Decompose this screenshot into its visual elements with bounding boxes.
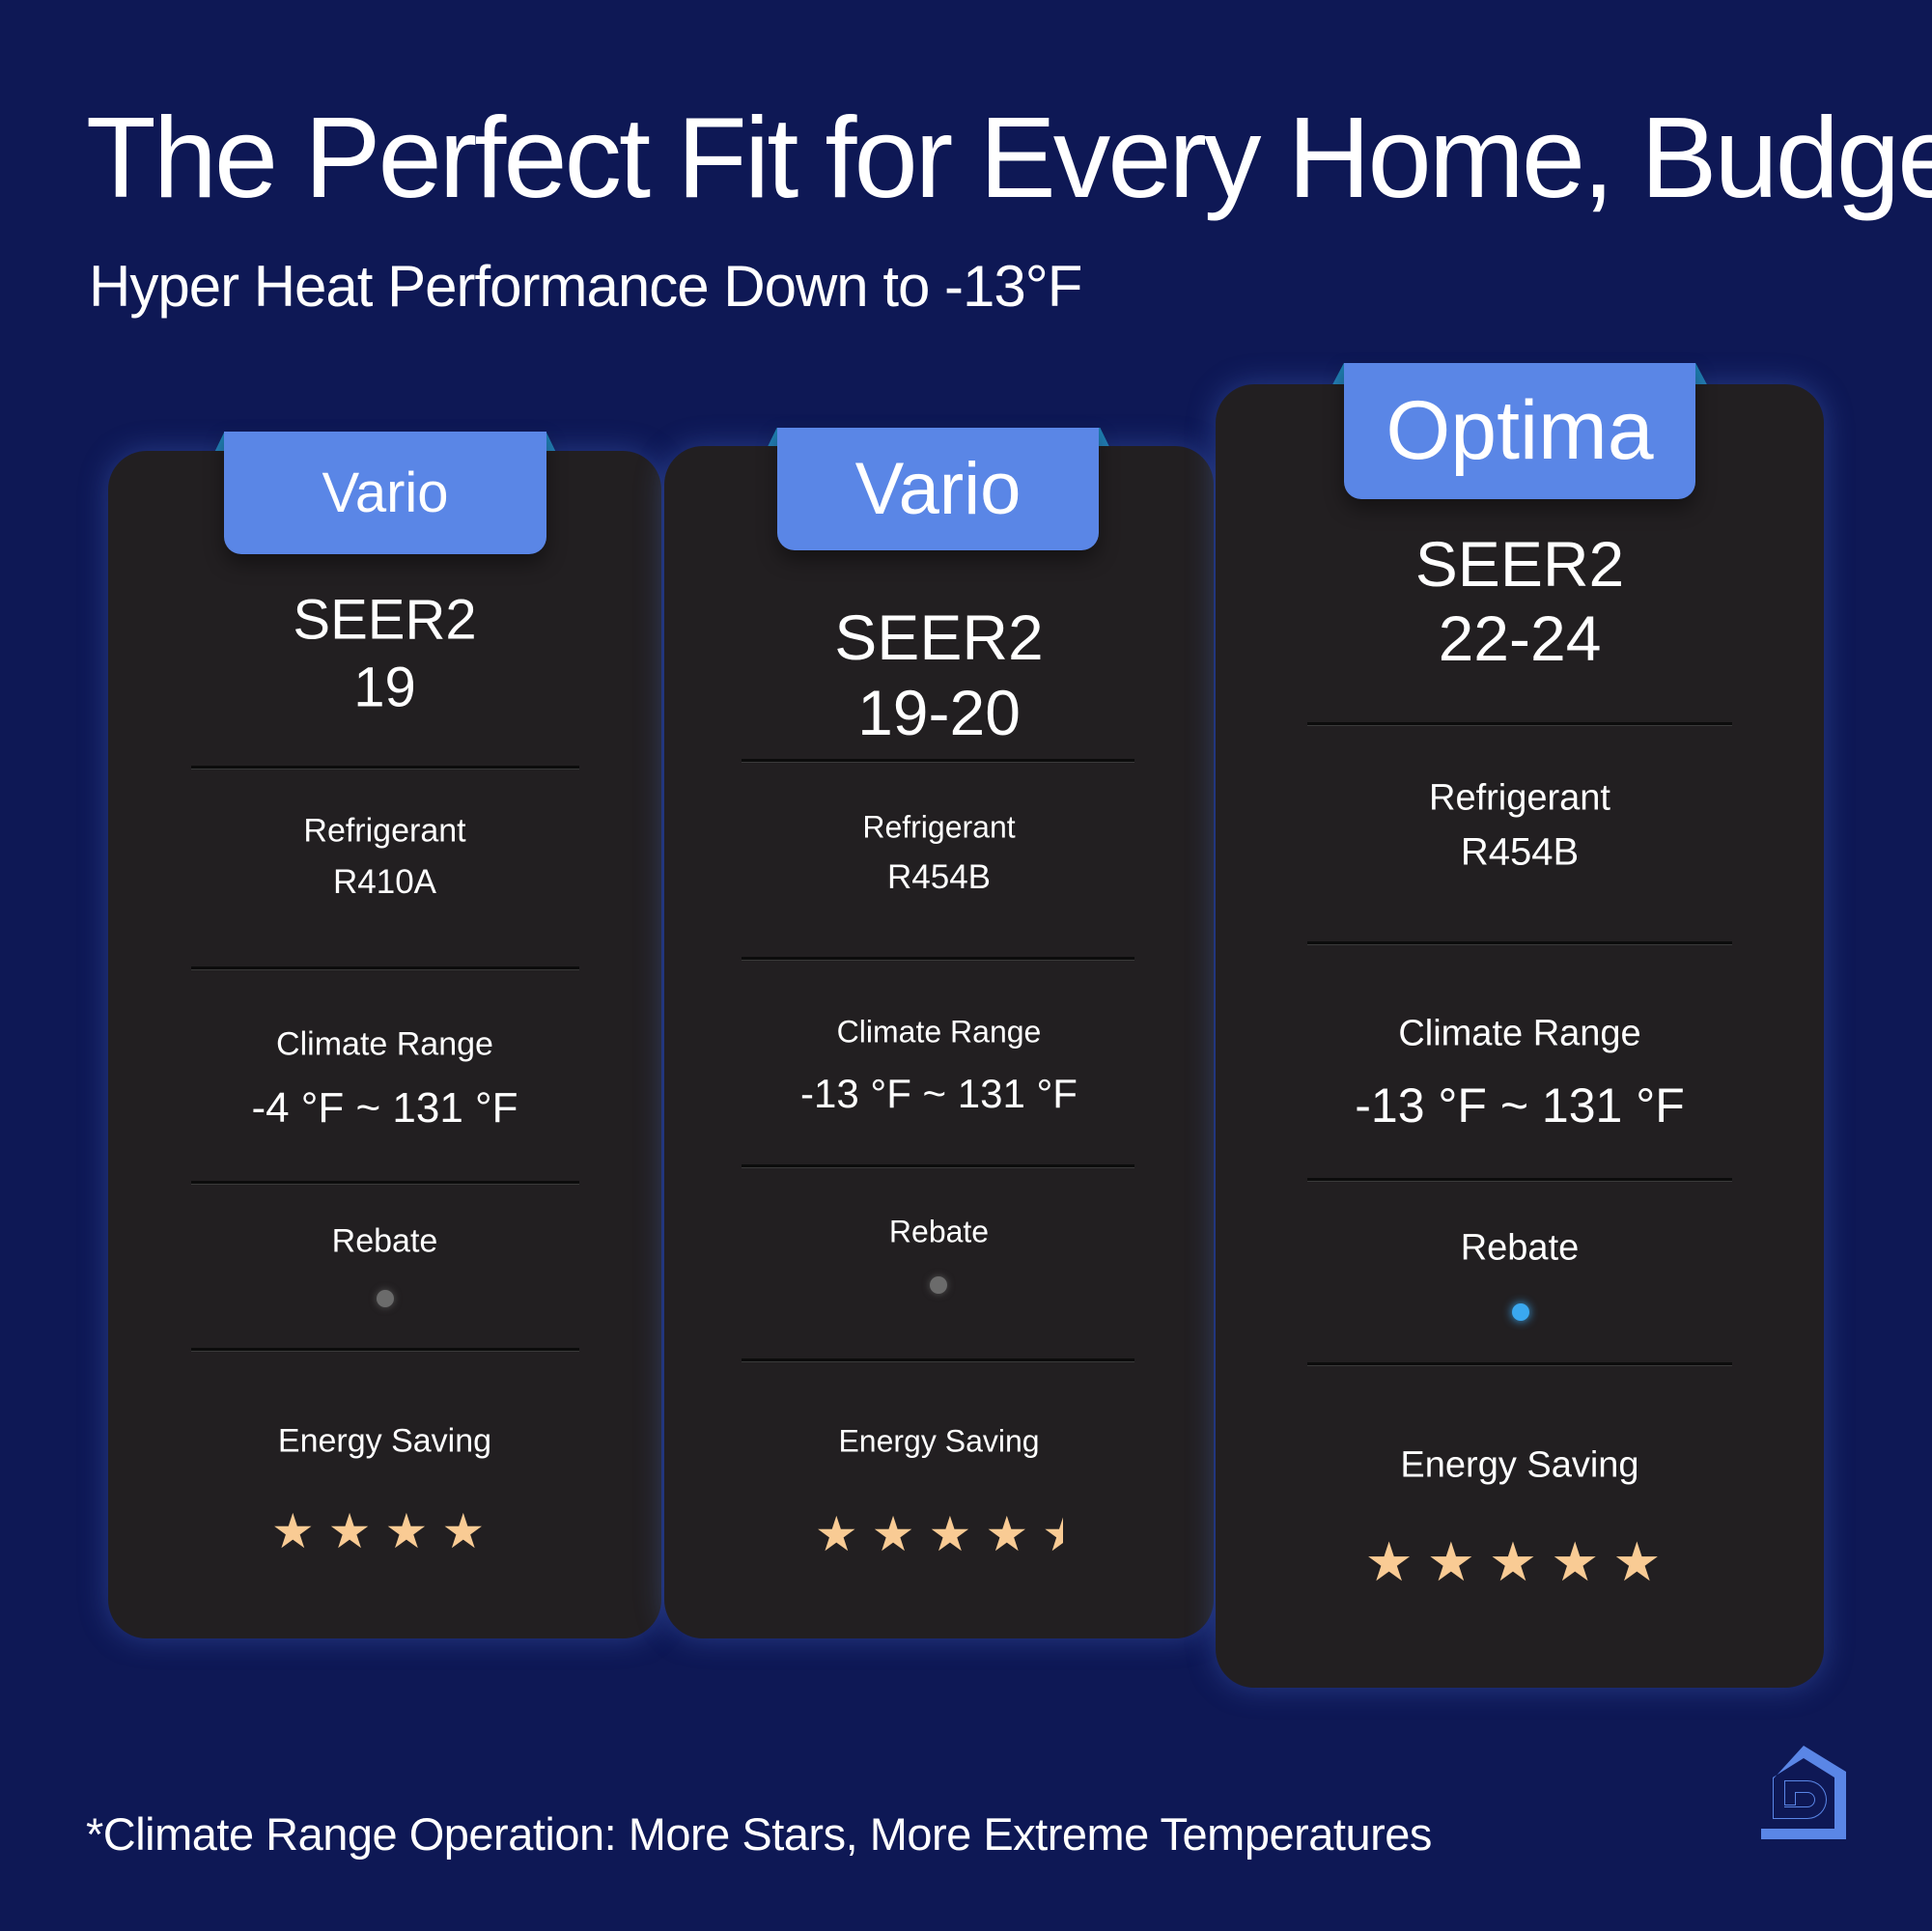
- seer-label: SEER2: [1414, 528, 1625, 600]
- tab-text: Vario: [322, 462, 449, 524]
- divider: [742, 957, 1134, 961]
- energy-label: Energy Saving: [838, 1423, 1040, 1459]
- footnote: *Climate Range Operation: More Stars, Mo…: [86, 1808, 1432, 1860]
- divider: [1307, 1178, 1732, 1182]
- star-rating-icon: ★★★★: [270, 1504, 499, 1558]
- rebate-label: Rebate: [1460, 1227, 1580, 1269]
- divider: [191, 1348, 579, 1352]
- divider: [742, 759, 1134, 763]
- refrigerant-label: Refrigerant: [303, 812, 466, 850]
- divider: [742, 1164, 1134, 1168]
- tab-text: Vario: [854, 448, 1022, 530]
- tab-label: Vario: [777, 428, 1099, 550]
- divider: [1307, 1362, 1732, 1366]
- product-card-optima: SEER2 22-24 Refrigerant R454B Climate Ra…: [1216, 384, 1824, 1688]
- rebate-label: Rebate: [888, 1214, 990, 1249]
- star-rating-icon: ★★★★★: [1364, 1531, 1675, 1592]
- tab-label: Vario: [224, 432, 546, 554]
- refrigerant-label: Refrigerant: [862, 809, 1016, 845]
- climate-value: -13 °F ~ 131 °F: [800, 1071, 1078, 1116]
- climate-value: -13 °F ~ 131 °F: [1355, 1078, 1685, 1133]
- rebate-indicator-icon: [1512, 1303, 1529, 1321]
- climate-label: Climate Range: [836, 1014, 1042, 1049]
- refrigerant-value: R454B: [886, 858, 992, 896]
- seer-label: SEER2: [834, 602, 1044, 673]
- divider: [191, 1181, 579, 1185]
- seer-value: 22-24: [1438, 602, 1602, 674]
- tab-text: Optima: [1386, 384, 1654, 477]
- divider: [191, 766, 579, 770]
- divider: [742, 1358, 1134, 1362]
- product-card-vario-1: SEER2 19 Refrigerant R410A Climate Range…: [108, 451, 661, 1638]
- divider: [1307, 941, 1732, 945]
- energy-label: Energy Saving: [1400, 1444, 1639, 1486]
- refrigerant-value: R454B: [1460, 830, 1580, 874]
- climate-label: Climate Range: [276, 1025, 493, 1063]
- seer-value: 19: [353, 656, 416, 719]
- refrigerant-value: R410A: [332, 863, 437, 901]
- divider: [1307, 722, 1732, 726]
- seer-label: SEER2: [293, 588, 477, 652]
- divider: [191, 966, 579, 970]
- house-d-logo-icon: [1761, 1746, 1846, 1839]
- product-card-vario-2: SEER2 19-20 Refrigerant R454B Climate Ra…: [664, 446, 1214, 1638]
- rebate-indicator-icon: [930, 1276, 947, 1294]
- seer-value: 19-20: [857, 677, 1021, 748]
- rebate-label: Rebate: [331, 1222, 438, 1260]
- tab-label: Optima: [1344, 363, 1695, 499]
- refrigerant-label: Refrigerant: [1429, 777, 1610, 819]
- page-title: The Perfect Fit for Every Home, Budget: [86, 94, 1932, 222]
- climate-value: -4 °F ~ 131 °F: [251, 1084, 518, 1132]
- climate-label: Climate Range: [1398, 1013, 1641, 1054]
- star-rating-icon: ★★★★★: [814, 1507, 1063, 1561]
- energy-label: Energy Saving: [277, 1422, 492, 1460]
- page-subtitle: Hyper Heat Performance Down to -13°F: [89, 254, 1082, 319]
- rebate-indicator-icon: [377, 1290, 394, 1307]
